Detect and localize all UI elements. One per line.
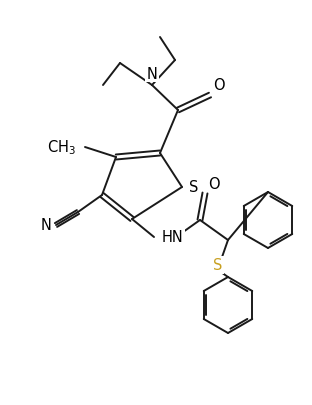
Text: S: S bbox=[189, 180, 198, 195]
Text: N: N bbox=[147, 67, 158, 82]
Text: HN: HN bbox=[162, 230, 184, 245]
Text: O: O bbox=[208, 177, 220, 192]
Text: CH$_3$: CH$_3$ bbox=[47, 139, 76, 157]
Text: N: N bbox=[40, 218, 51, 233]
Text: O: O bbox=[213, 78, 225, 93]
Text: S: S bbox=[213, 258, 223, 273]
